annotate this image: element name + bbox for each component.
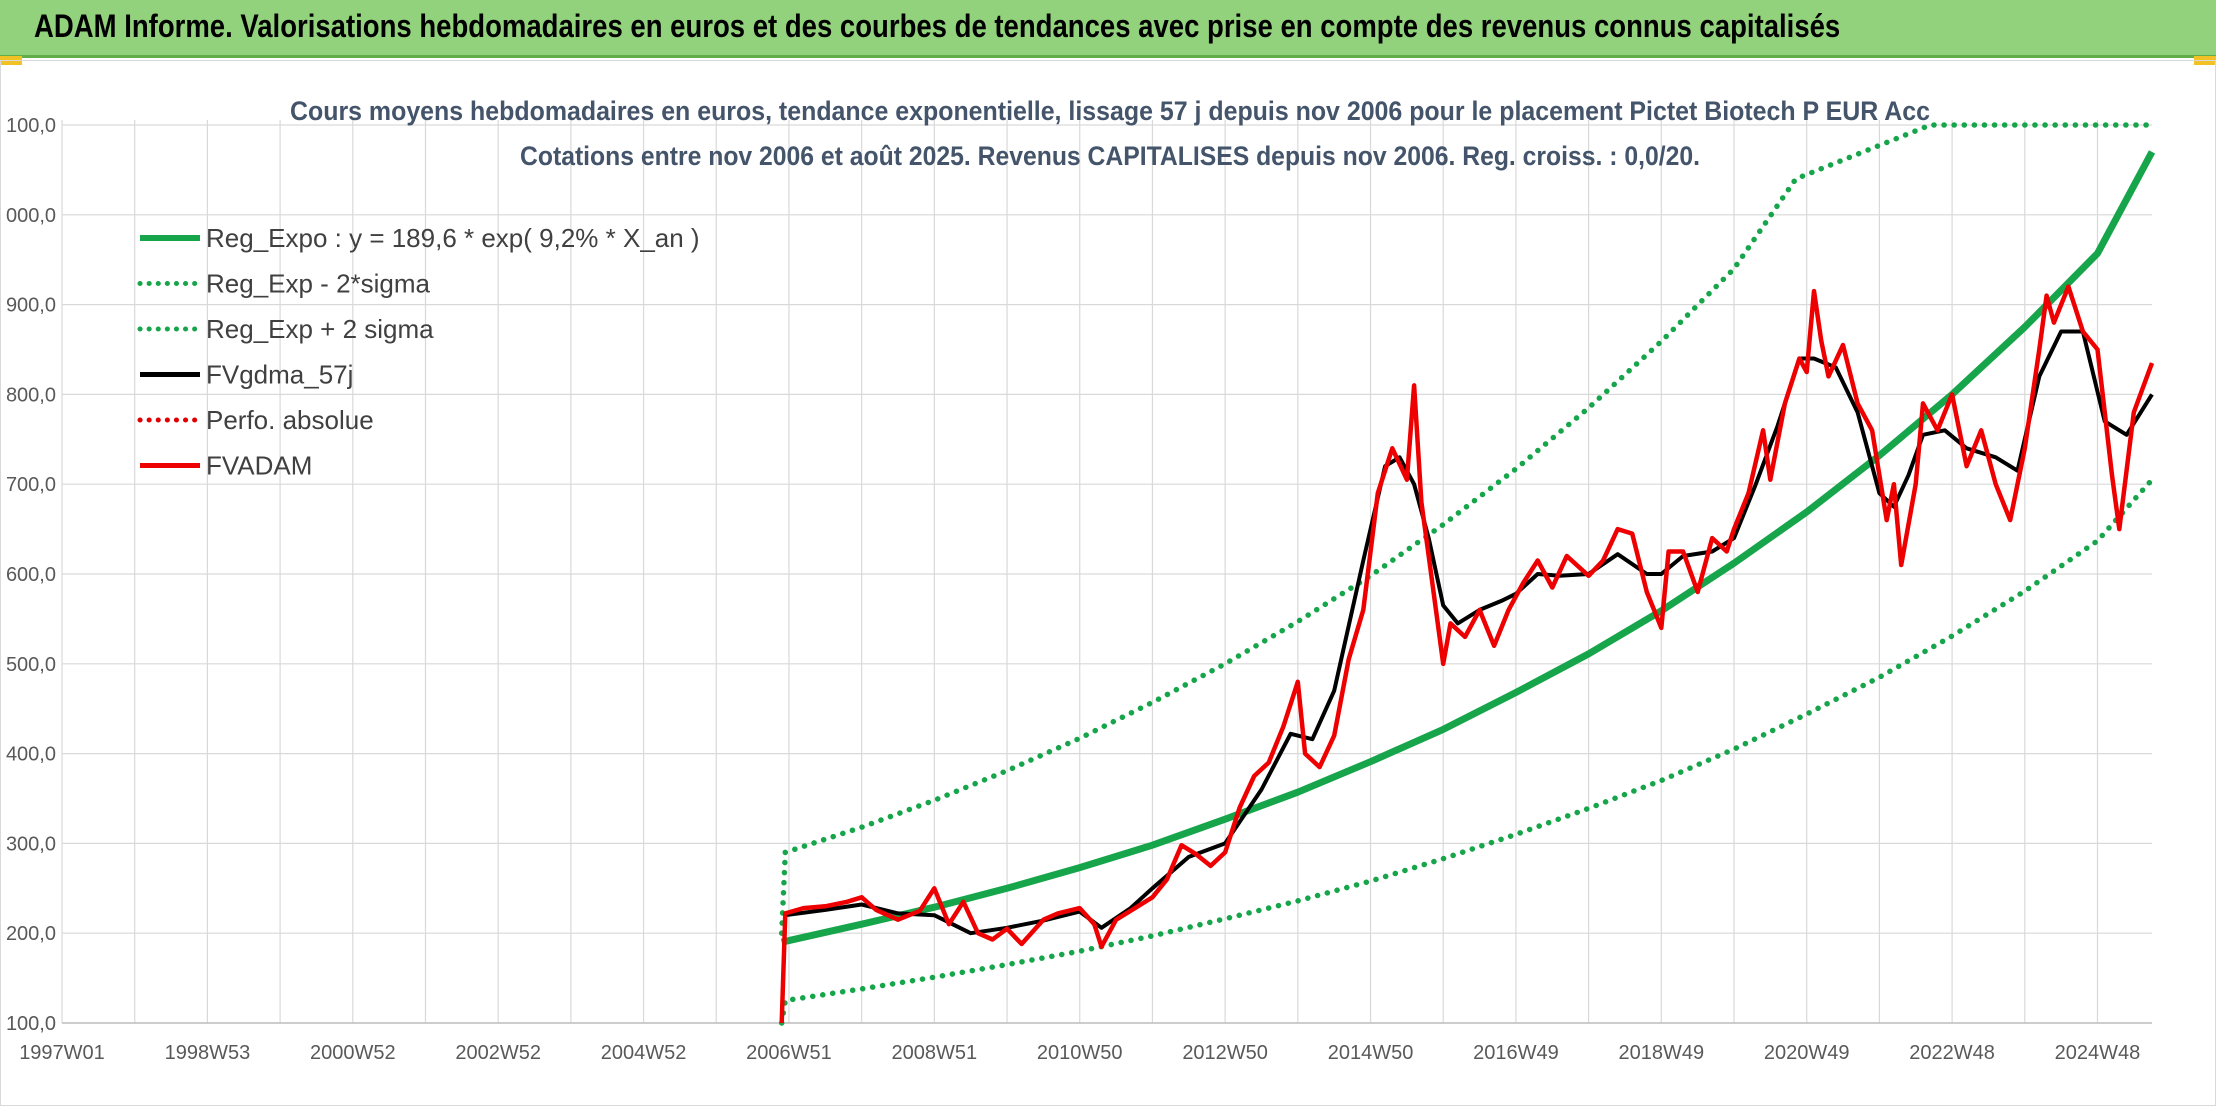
x-tick-label: 1997W01 (19, 1042, 105, 1064)
y-axis: 100,0 200,0 300,0 400,0 500,0 600,0 700,0 800,0… (0, 115, 56, 1035)
x-tick-label: 2020W49 (1764, 1042, 1850, 1064)
series-line (778, 476, 2155, 1026)
banner-title: ADAM Informe. Valorisations hebdomadaire… (34, 8, 1841, 44)
chart-subtitle: Cotations entre nov 2006 et août 2025. R… (520, 141, 1700, 171)
x-tick-label: 2002W52 (455, 1042, 541, 1064)
legend: Reg_Expo : y = 189,6 * exp( 9,2% * X_an … (137, 223, 700, 481)
y-tick-label: 1 000,0 (0, 205, 56, 227)
y-tick-label: 900,0 (6, 295, 56, 317)
chart-title: Cours moyens hebdomadaires en euros, ten… (290, 96, 1930, 126)
x-tick-label: 2012W50 (1182, 1042, 1268, 1064)
legend-label: Reg_Exp + 2 sigma (206, 314, 434, 344)
series-layer (778, 122, 2156, 1026)
y-tick-label: 700,0 (6, 474, 56, 496)
x-tick-label: 2018W49 (1618, 1042, 1704, 1064)
title-banner: ADAM Informe. Valorisations hebdomadaire… (0, 0, 2216, 58)
x-tick-label: 2008W51 (892, 1042, 978, 1064)
y-tick-label: 800,0 (6, 384, 56, 406)
legend-label: Reg_Exp - 2*sigma (206, 269, 431, 299)
x-tick-label: 2004W52 (601, 1042, 687, 1064)
y-tick-label: 300,0 (6, 833, 56, 855)
x-tick-label: 2024W48 (2055, 1042, 2141, 1064)
x-tick-label: 2010W50 (1037, 1042, 1123, 1064)
x-tick-label: 2014W50 (1328, 1042, 1414, 1064)
y-tick-label: 400,0 (6, 744, 56, 766)
x-tick-label: 2000W52 (310, 1042, 396, 1064)
series-line (779, 284, 2155, 1024)
x-tick-label: 2016W49 (1473, 1042, 1559, 1064)
grid-layer (61, 120, 2152, 1024)
x-tick-label: 2022W48 (1909, 1042, 1995, 1064)
y-tick-label: 100,0 (6, 1013, 56, 1035)
x-axis: 1997W01 1998W53 2000W52 2002W52 2004W52 2006W… (19, 1042, 2140, 1064)
series-line (778, 122, 2155, 936)
y-tick-label: 200,0 (6, 923, 56, 945)
x-tick-label: 1998W53 (165, 1042, 251, 1064)
legend-label: FVgdma_57j (206, 360, 353, 390)
x-tick-label: 2006W51 (746, 1042, 832, 1064)
legend-label: Reg_Expo : y = 189,6 * exp( 9,2% * X_an … (206, 223, 700, 253)
legend-label: FVADAM (206, 451, 312, 481)
y-tick-label: 500,0 (6, 654, 56, 676)
series-line (780, 150, 2156, 946)
y-tick-label: 600,0 (6, 564, 56, 586)
y-tick-label: 1 100,0 (0, 115, 56, 137)
legend-label: Perfo. absolue (206, 405, 374, 435)
